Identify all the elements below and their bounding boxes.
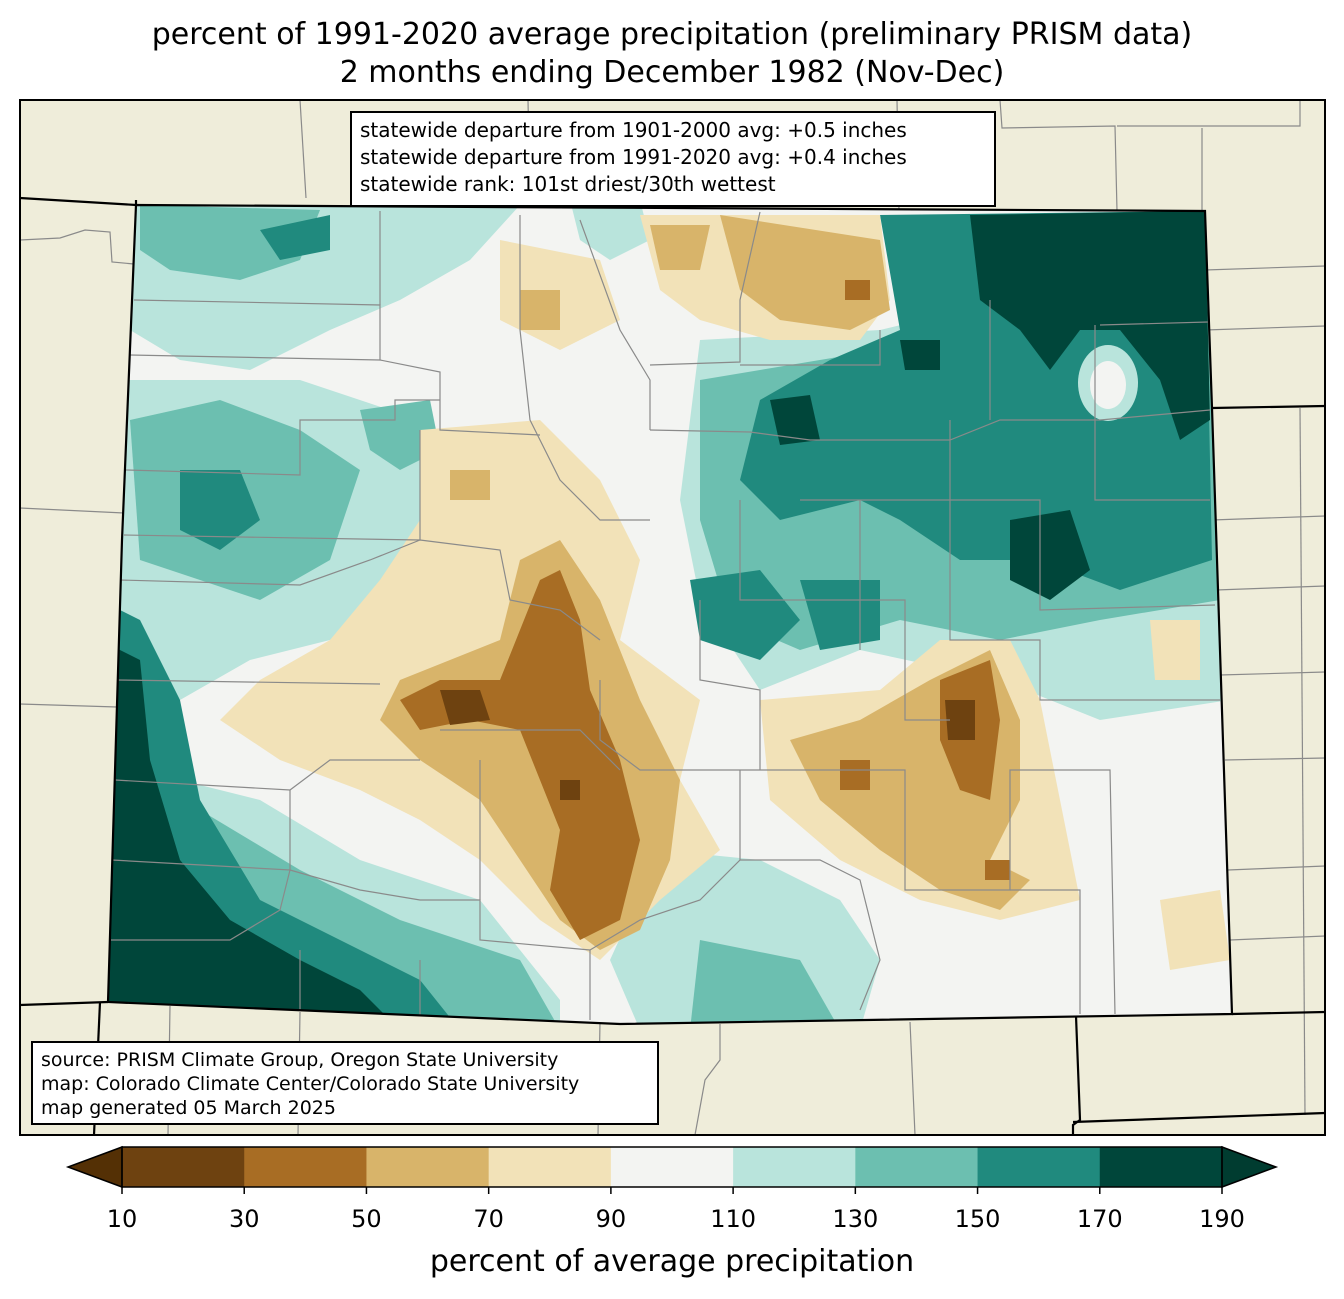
colorbar-tick-label: 170 — [1076, 1205, 1123, 1233]
map-generated-line: map generated 05 March 2025 — [41, 1097, 336, 1119]
colorbar-tick-label: 150 — [954, 1205, 1001, 1233]
colorbar-tick-label: 30 — [228, 1205, 260, 1233]
colorbar-bin-170-190 — [1099, 1147, 1223, 1187]
colorbar-bin-30-50 — [244, 1147, 367, 1187]
map-credit-line: map: Colorado Climate Center/Colorado St… — [41, 1073, 580, 1095]
colorbar-bin-90-110 — [610, 1147, 734, 1187]
colorbar-tick-label: 190 — [1199, 1205, 1245, 1233]
colorbar-tick-label: 10 — [106, 1205, 138, 1233]
colorbar-over-arrow — [1221, 1145, 1279, 1189]
statewide-stats-box: statewide departure from 1901-2000 avg: … — [350, 111, 996, 207]
colorbar-label: percent of average precipitation — [429, 1244, 915, 1279]
precipitation-field — [108, 205, 1232, 1024]
source-line: source: PRISM Climate Group, Oregon Stat… — [41, 1049, 559, 1071]
map-frame — [19, 99, 1326, 1136]
colorbar-bin-70-90 — [488, 1147, 612, 1187]
colorbar-bin-50-70 — [366, 1147, 490, 1187]
stats-rank: statewide rank: 101st driest/30th wettes… — [360, 172, 776, 196]
colorbar-bin-150-170 — [977, 1147, 1101, 1187]
colorbar-tick-label: 50 — [351, 1205, 382, 1233]
colorbar-tick-label: 90 — [595, 1205, 627, 1233]
colorbar-bin-110-130 — [733, 1147, 856, 1187]
source-credits-box: source: PRISM Climate Group, Oregon Stat… — [31, 1041, 659, 1125]
colorbar-bin-130-150 — [855, 1147, 979, 1187]
stats-departure-1901-2000: statewide departure from 1901-2000 avg: … — [360, 118, 907, 142]
colorbar-border — [121, 1146, 1223, 1188]
county-lines — [110, 211, 1220, 1020]
colorbar-tick-label: 130 — [832, 1205, 879, 1233]
stats-departure-1991-2020: statewide departure from 1991-2020 avg: … — [360, 145, 907, 169]
map-title-line-2: 2 months ending December 1982 (Nov-Dec) — [339, 55, 1005, 90]
map-title-line-1: percent of 1991-2020 average precipitati… — [151, 17, 1193, 52]
colorbar-bin-10-30 — [122, 1147, 245, 1187]
colorbar-tick-label: 70 — [473, 1205, 504, 1233]
colorbar-under-arrow — [65, 1145, 123, 1189]
state-borders — [19, 196, 1326, 1136]
colorbar-tick-label: 110 — [710, 1205, 757, 1233]
